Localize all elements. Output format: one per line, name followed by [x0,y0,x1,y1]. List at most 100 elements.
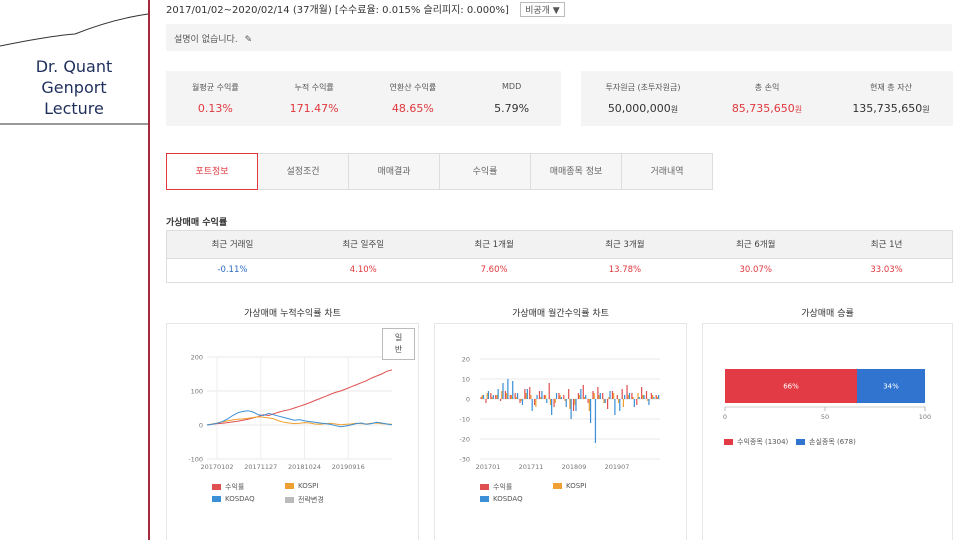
bar [582,385,584,399]
bar [592,391,594,399]
bar [606,399,609,409]
bar [627,395,629,399]
legend-item[interactable]: 손실종목 (678) [796,437,856,447]
tab-stock-info[interactable]: 매매종목 정보 [531,153,622,190]
stat-value: 85,735,650 [731,102,795,115]
period-text: 2017/01/02~2020/02/14 (37개월) [수수료율: 0.01… [166,5,509,16]
y-tick-label: 20 [462,356,470,364]
bar [588,399,590,411]
bar [541,391,543,399]
bar [521,399,524,405]
stat-value: 0.13% [197,102,233,115]
x-tick-label: 201701 [476,463,501,471]
legend-label: 수익률 [493,483,513,491]
stat-label: 누적 수익률 [294,83,334,92]
bar [579,395,581,399]
table-cell: 4.10% [349,265,377,275]
table-row: -0.11% 4.10% 7.60% 13.78% 30.07% 33.03% [167,259,952,282]
y-tick-label: 10 [462,376,470,384]
bar [554,399,556,403]
bar [575,399,577,411]
edit-icon[interactable]: ✎ [244,35,253,45]
stat-value: 50,000,000 [607,102,671,115]
bar [530,395,532,399]
cumulative-chart-title: 가상매매 누적수익률 차트 [244,309,341,319]
visibility-value: 비공개 [525,6,550,16]
description-box: 설명이 없습니다. ✎ [166,24,952,51]
bar [611,391,614,399]
bar-data-label: 66% [783,383,799,391]
bar [580,389,582,399]
tab-settings[interactable]: 설정조건 [258,153,349,190]
legend-item[interactable]: 수익률 [480,482,512,492]
lecture-panel: Dr. Quant Genport Lecture [0,0,150,540]
legend-label: KOSPI [566,482,587,490]
bar [512,381,514,399]
stat-label: 월평균 수익률 [192,83,239,92]
bar [647,399,649,401]
bar [650,393,652,399]
bar [628,393,631,399]
bar [593,393,595,399]
y-tick-label: -100 [188,456,203,464]
stat-total-pnl: 총 손익 85,735,650원 [705,71,829,126]
legend-item[interactable]: KOSDAQ [480,495,523,503]
legend-swatch [212,484,221,490]
column-header: 최근 1개월 [474,240,514,250]
return-stats-panel: 월평균 수익률 0.13% 누적 수익률 171.47% 연환산 수익률 48.… [166,71,561,126]
x-tick-label: 20170102 [200,463,233,471]
legend-swatch [285,497,294,503]
legend-swatch [212,496,221,502]
legend-swatch [480,484,489,490]
tab-returns[interactable]: 수익률 [440,153,531,190]
bar [509,395,511,399]
legend-item[interactable]: KOSPI [553,482,586,490]
winrate-chart-title: 가상매매 승률 [801,309,854,319]
bar [631,393,633,399]
column-header: 최근 1년 [870,240,903,250]
period-toggle-button[interactable]: 일 반 [382,328,415,360]
returns-section-title: 가상매매 수익률 [166,218,228,228]
bar [564,399,566,401]
legend-item[interactable]: 수익종목 (1304) [724,437,788,447]
legend-item[interactable]: KOSPI [285,482,318,490]
visibility-select[interactable]: 비공개 ▼ [520,2,565,17]
bar [585,395,587,399]
bar [534,399,536,405]
bar [491,397,493,399]
stat-value: 135,735,650 [852,102,923,115]
bar [583,397,586,399]
bar [658,395,660,399]
bar [616,395,618,399]
bar [540,397,542,399]
bar [519,399,521,403]
tab-trade-history[interactable]: 거래내역 [622,153,713,190]
bar [490,393,492,399]
legend-label: KOSDAQ [225,495,255,503]
bar [507,379,509,399]
x-tick-label: 20181024 [288,463,321,471]
bar [492,395,494,399]
bar [504,391,507,399]
legend-swatch [480,496,489,502]
legend-item[interactable]: KOSDAQ [212,495,255,503]
bar [598,395,600,399]
bar [643,395,645,399]
legend-label: 수익종목 (1304) [737,438,789,446]
bar [510,395,513,399]
bar [482,395,485,399]
legend-item[interactable]: 수익률 [212,482,244,492]
bar [637,393,639,399]
winrate-chart-card: 66% 34% 0 50 100 [702,323,953,540]
bar [574,399,576,405]
x-tick-label: 50 [821,413,829,421]
bar [632,397,634,399]
bar [529,387,531,399]
x-tick-label: 201711 [519,463,544,471]
bar [481,395,483,399]
legend-swatch [553,483,562,489]
legend-item[interactable]: 전략변경 [285,495,324,505]
bar [568,389,570,399]
tab-port-info[interactable]: 포트정보 [166,153,258,190]
tab-trade-results[interactable]: 매매결과 [349,153,440,190]
